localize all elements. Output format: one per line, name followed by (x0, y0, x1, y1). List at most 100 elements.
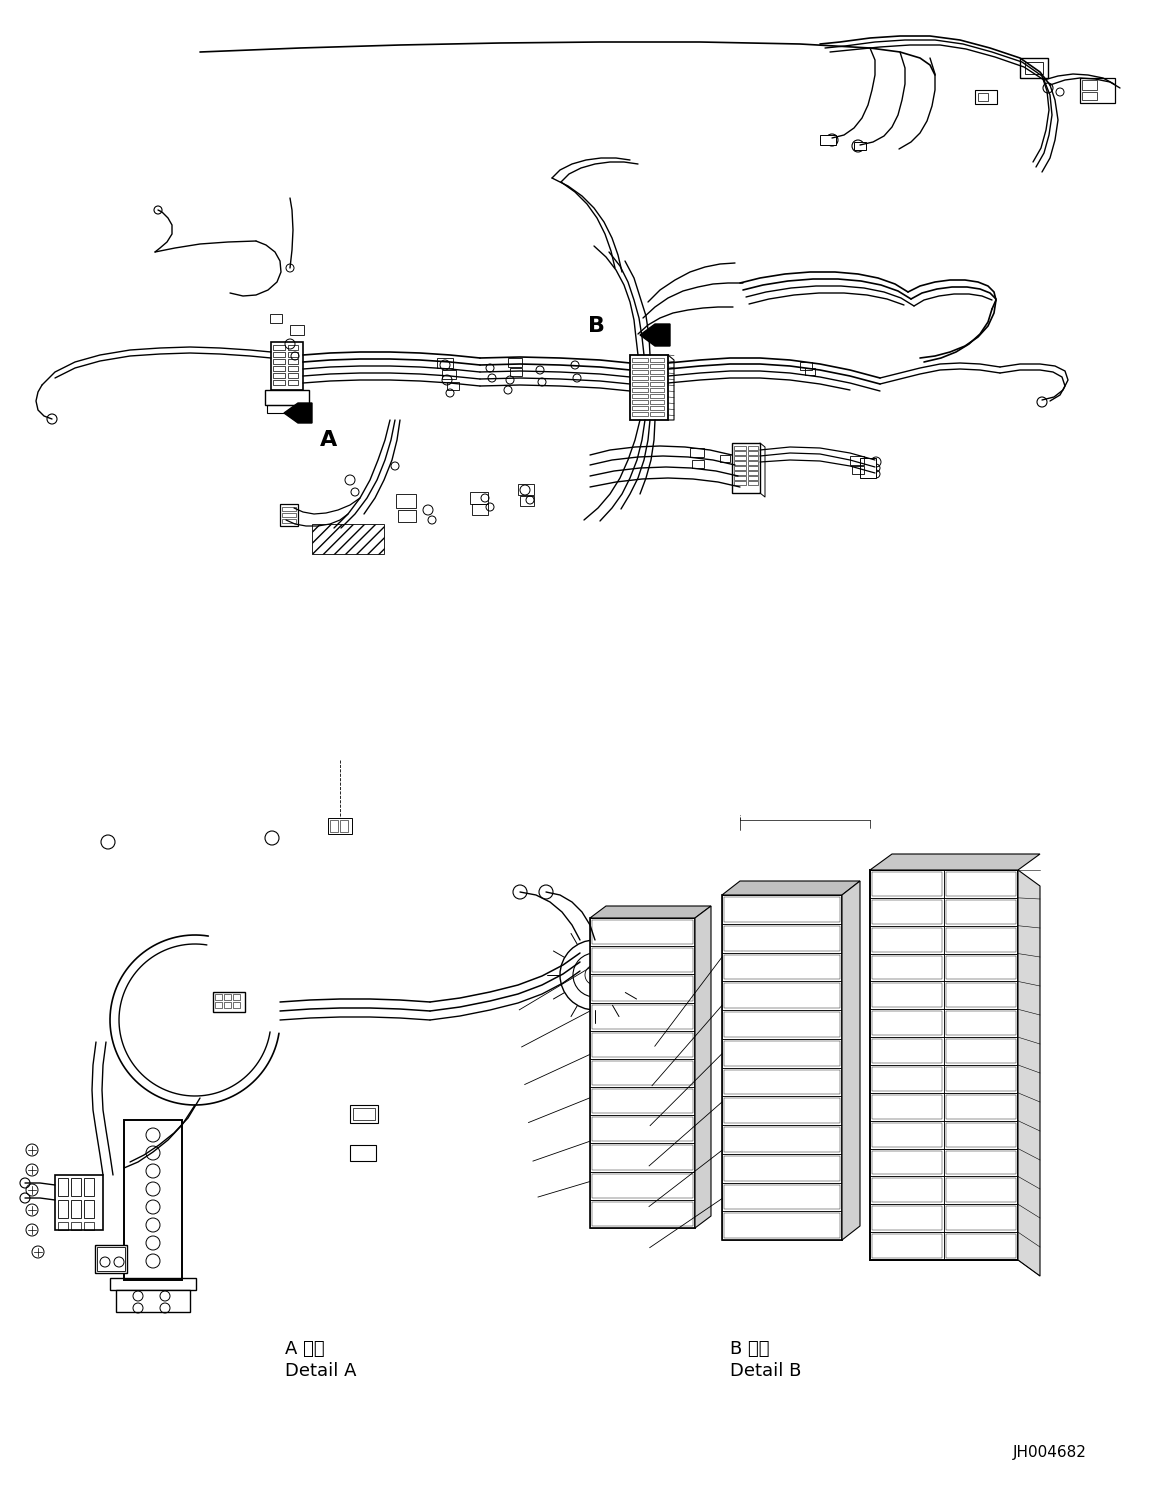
Bar (632, 406, 648, 411)
Bar (395, 494, 416, 507)
Bar (273, 366, 285, 371)
Bar (725, 1098, 840, 1123)
Bar (215, 994, 222, 1000)
Bar (854, 141, 866, 150)
Bar (734, 455, 745, 460)
Text: Detail A: Detail A (285, 1362, 357, 1379)
Bar (650, 371, 664, 373)
Bar (872, 1095, 942, 1119)
Bar (288, 379, 298, 385)
Bar (590, 918, 695, 946)
Bar (288, 359, 298, 365)
Bar (734, 461, 745, 464)
Bar (725, 1070, 840, 1094)
Bar (870, 1177, 944, 1204)
Bar (590, 946, 695, 975)
Bar (590, 1199, 695, 1228)
Bar (692, 460, 704, 469)
Bar (233, 1001, 240, 1007)
Bar (1082, 92, 1097, 100)
Bar (511, 368, 522, 376)
Bar (870, 954, 944, 982)
Bar (872, 900, 942, 924)
Bar (975, 89, 997, 104)
Bar (870, 1232, 944, 1260)
Bar (850, 455, 864, 464)
Bar (520, 496, 534, 506)
Bar (281, 513, 297, 516)
Bar (350, 1144, 376, 1161)
Bar (872, 955, 942, 979)
Text: B 詳細: B 詳細 (730, 1341, 770, 1359)
Bar (518, 484, 534, 496)
Bar (734, 466, 745, 470)
Bar (748, 451, 758, 455)
Bar (946, 1207, 1016, 1231)
Bar (870, 870, 1018, 1260)
Polygon shape (1018, 870, 1040, 1277)
Bar (215, 1001, 222, 1007)
Bar (58, 1178, 67, 1196)
Bar (288, 373, 298, 378)
Bar (650, 376, 664, 379)
Bar (944, 954, 1018, 982)
Bar (224, 1001, 231, 1007)
Text: JH004682: JH004682 (1013, 1445, 1087, 1460)
Bar (71, 1199, 81, 1219)
Bar (722, 1010, 842, 1039)
Bar (946, 955, 1016, 979)
Bar (592, 1033, 693, 1056)
Bar (722, 981, 842, 1010)
Bar (273, 353, 285, 357)
Bar (872, 1207, 942, 1231)
Bar (820, 135, 836, 144)
Bar (592, 1146, 693, 1170)
Bar (271, 342, 304, 390)
Bar (748, 481, 758, 485)
Bar (328, 818, 352, 833)
Bar (590, 1116, 695, 1143)
Bar (946, 1067, 1016, 1091)
Bar (725, 926, 840, 951)
Bar (590, 918, 695, 1228)
Bar (592, 976, 693, 1000)
Bar (944, 1232, 1018, 1260)
Bar (944, 1204, 1018, 1232)
Bar (944, 1149, 1018, 1177)
Bar (690, 448, 704, 457)
Bar (650, 412, 664, 417)
Bar (590, 1088, 695, 1116)
Bar (748, 466, 758, 470)
Text: B: B (588, 315, 605, 336)
Bar (870, 870, 944, 897)
Bar (398, 510, 416, 522)
Circle shape (561, 940, 630, 1010)
Bar (725, 1126, 840, 1152)
Bar (800, 362, 812, 371)
Polygon shape (695, 906, 711, 1228)
Bar (95, 1245, 127, 1274)
Bar (722, 1067, 842, 1097)
Bar (632, 376, 648, 379)
Bar (872, 872, 942, 896)
Bar (288, 353, 298, 357)
Bar (946, 900, 1016, 924)
Bar (213, 992, 245, 1012)
Bar (725, 1184, 840, 1210)
Bar (288, 345, 298, 350)
Bar (946, 1123, 1016, 1147)
Bar (1025, 62, 1043, 74)
Bar (870, 897, 944, 926)
Text: Detail B: Detail B (730, 1362, 801, 1379)
Bar (944, 1009, 1018, 1037)
Bar (592, 1004, 693, 1028)
Bar (650, 388, 664, 391)
Bar (872, 1150, 942, 1174)
Bar (722, 1039, 842, 1067)
Bar (805, 368, 815, 375)
Bar (590, 1059, 695, 1088)
Bar (340, 820, 348, 832)
Bar (592, 1089, 693, 1113)
Bar (944, 926, 1018, 954)
Bar (632, 400, 648, 405)
